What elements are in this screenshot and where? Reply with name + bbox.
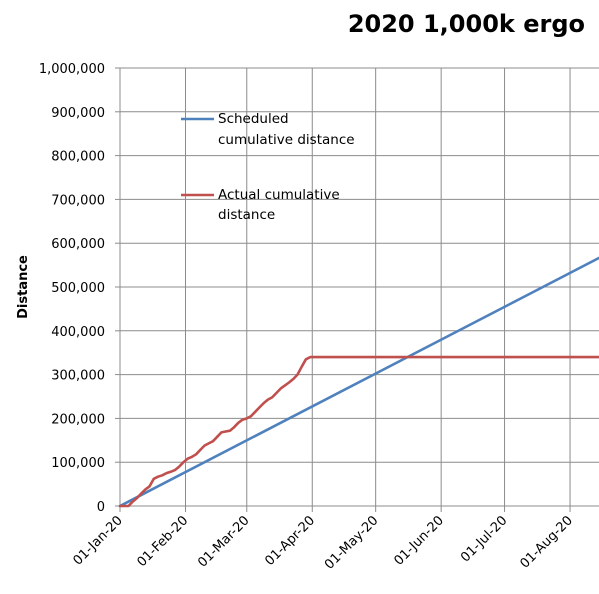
grid-layer — [120, 67, 599, 506]
y-tick-label: 600,000 — [51, 237, 105, 252]
y-tick-label: 100,000 — [51, 456, 105, 471]
y-tick-label: 0 — [97, 500, 105, 515]
legend-label: Actual cumulative distance — [218, 187, 340, 223]
x-tick-label: 01-Apr-20 — [262, 513, 318, 569]
series-layer — [118, 256, 599, 508]
axes-layer — [115, 67, 599, 512]
x-tick-label: 01-Jul-20 — [458, 513, 510, 565]
y-tick-label: 300,000 — [51, 369, 105, 384]
actual-series-line — [118, 355, 599, 508]
legend-label: Scheduled cumulative distance — [218, 111, 355, 148]
scheduled-series-line — [118, 256, 599, 508]
legend: Scheduled cumulative distance Actual cumul… — [181, 111, 355, 223]
x-tick-label: 01-May-20 — [322, 513, 381, 572]
x-tick-label: 01-Jan-20 — [71, 513, 126, 568]
y-axis-label: Distance — [16, 255, 31, 319]
x-tick-label: 01-Mar-20 — [195, 513, 252, 570]
y-tick-label: 200,000 — [51, 412, 105, 427]
y-tick-label: 1,000,000 — [39, 62, 105, 77]
chart-title: 2020 1,000k ergo — [347, 10, 585, 38]
y-tick-label: 700,000 — [51, 193, 105, 208]
y-tick-label: 500,000 — [51, 281, 105, 296]
y-tick-label: 900,000 — [51, 106, 105, 121]
y-tick-label: 400,000 — [51, 325, 105, 340]
x-tick-label: 01-Jun-20 — [391, 513, 447, 569]
x-tick-label: 01-Feb-20 — [134, 513, 191, 570]
y-tick-label: 800,000 — [51, 150, 105, 165]
x-tick-label: 01-Aug-20 — [517, 513, 575, 571]
